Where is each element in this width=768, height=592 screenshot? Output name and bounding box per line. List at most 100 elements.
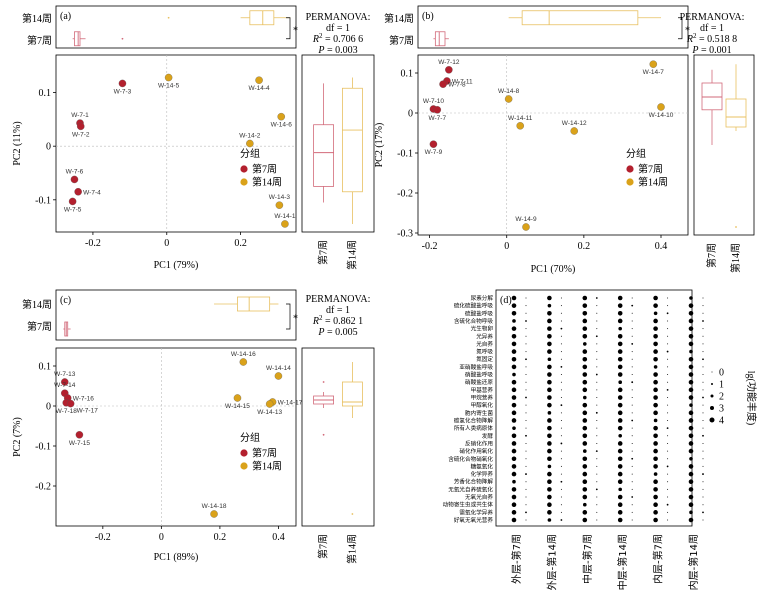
function-dot bbox=[617, 494, 623, 500]
function-dot bbox=[653, 365, 658, 369]
function-dot bbox=[688, 303, 694, 308]
function-dot bbox=[560, 351, 562, 353]
function-dot bbox=[596, 511, 598, 513]
function-dot bbox=[525, 312, 527, 314]
x-tick-label: -0.2 bbox=[422, 241, 438, 252]
function-row-label: 尿素分解 bbox=[471, 294, 494, 302]
function-dot bbox=[653, 356, 658, 362]
function-dot bbox=[631, 419, 634, 422]
row-label-w7: 第7周 bbox=[27, 34, 52, 47]
function-dot bbox=[582, 303, 588, 308]
function-row-label: 硫化硫酸盐呼吸 bbox=[454, 302, 494, 310]
point-label: W-14-18 bbox=[202, 503, 227, 510]
top-boxplot-frame bbox=[55, 289, 297, 341]
x-tick-label: 0 bbox=[504, 241, 509, 252]
function-dot bbox=[583, 395, 587, 400]
function-dot bbox=[631, 465, 633, 467]
size-legend-title: lg(功能丰度) bbox=[745, 371, 758, 425]
function-dot bbox=[702, 389, 704, 391]
function-dot bbox=[560, 427, 562, 429]
permanova-r2: R2 = 0.862 1 bbox=[312, 314, 363, 327]
function-dot bbox=[560, 412, 562, 414]
function-dot bbox=[582, 379, 588, 385]
x-tick-label: 0.4 bbox=[655, 241, 668, 252]
function-row-label: 硝化作用氧化 bbox=[459, 447, 493, 455]
function-dot bbox=[702, 488, 704, 490]
panel-label: (a) bbox=[60, 11, 71, 22]
function-dot bbox=[512, 426, 516, 430]
matrix-column-label: 外层-第14周 bbox=[545, 534, 558, 590]
function-dot bbox=[653, 410, 658, 416]
function-dot bbox=[688, 425, 694, 431]
function-dot bbox=[617, 448, 623, 454]
function-dot bbox=[631, 381, 634, 384]
significance-mark: * bbox=[293, 25, 298, 36]
point-W-14-6 bbox=[277, 112, 285, 121]
function-dot bbox=[596, 366, 598, 368]
function-dot bbox=[525, 320, 527, 322]
significance-mark: * bbox=[685, 25, 690, 36]
point-label: W-14-4 bbox=[248, 85, 270, 92]
function-dot bbox=[688, 341, 694, 347]
function-dot bbox=[511, 456, 517, 462]
function-dot bbox=[617, 356, 623, 362]
function-dot bbox=[560, 519, 563, 521]
function-row-label: 糖氨氧化 bbox=[471, 462, 494, 470]
function-dot bbox=[547, 487, 552, 492]
row-label-w14: 第14周 bbox=[384, 12, 414, 25]
legend-label-w7: 第7周 bbox=[252, 447, 277, 460]
function-dot bbox=[702, 473, 704, 475]
function-dot bbox=[511, 510, 517, 515]
size-legend-dot bbox=[711, 371, 713, 373]
point-label: W-7-4 bbox=[83, 189, 101, 196]
function-dot bbox=[689, 510, 693, 515]
significance-mark: * bbox=[293, 314, 298, 325]
function-dot bbox=[560, 297, 562, 299]
function-dot bbox=[596, 427, 598, 429]
y-tick-label: -0.1 bbox=[397, 149, 413, 160]
function-dot bbox=[511, 441, 517, 446]
function-dot bbox=[688, 364, 694, 370]
function-dot bbox=[560, 365, 563, 368]
function-dot bbox=[560, 419, 562, 421]
top-box-w7 bbox=[63, 321, 71, 337]
point-W-14-9 bbox=[522, 223, 530, 231]
function-dot bbox=[560, 305, 562, 307]
function-dot bbox=[702, 412, 704, 414]
function-dot bbox=[617, 425, 623, 431]
function-dot bbox=[525, 511, 527, 514]
function-dot bbox=[583, 449, 587, 453]
function-dot bbox=[667, 419, 669, 421]
point-label: W-7-13 bbox=[54, 371, 76, 378]
scatter-frame bbox=[417, 54, 689, 236]
function-dot bbox=[525, 427, 527, 429]
function-dot bbox=[666, 503, 669, 506]
point-W-7-17 bbox=[66, 399, 75, 408]
permanova-p: P = 0.003 bbox=[317, 45, 357, 56]
function-dot bbox=[617, 364, 623, 370]
y-tick-label: 0 bbox=[46, 402, 51, 413]
function-dot bbox=[511, 395, 517, 400]
function-dot bbox=[653, 333, 658, 339]
permanova-title: PERMANOVA: bbox=[680, 12, 745, 23]
legend-marker-w14 bbox=[240, 462, 248, 470]
y-tick-label: 0.1 bbox=[39, 362, 52, 373]
point-W-14-7 bbox=[649, 60, 658, 68]
function-dot bbox=[560, 343, 562, 345]
function-dot bbox=[547, 518, 552, 522]
function-dot bbox=[617, 311, 623, 316]
function-dot bbox=[702, 305, 704, 307]
function-dot bbox=[702, 343, 704, 345]
function-dot bbox=[631, 320, 633, 322]
function-dot bbox=[582, 418, 588, 423]
function-dot bbox=[702, 297, 704, 299]
function-row-label: 亚硝酸盐呼吸 bbox=[459, 363, 493, 371]
side-box-label: 第14周 bbox=[345, 534, 358, 564]
function-dot bbox=[618, 326, 622, 331]
point-label: W-14-7 bbox=[643, 69, 665, 76]
function-dot bbox=[511, 379, 517, 385]
function-dot bbox=[631, 335, 633, 337]
y-tick-label: -0.1 bbox=[35, 195, 51, 206]
function-row-label: 化学异养 bbox=[471, 470, 494, 478]
function-row-label: 光异养 bbox=[476, 332, 493, 340]
